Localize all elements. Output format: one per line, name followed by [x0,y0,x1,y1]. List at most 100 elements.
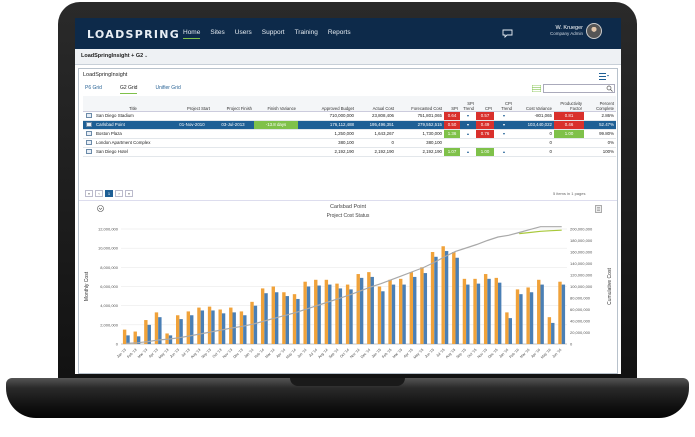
cell-spi-trend: ▼ [460,111,476,121]
logo[interactable]: LOADSPRING [84,26,179,42]
cell-title: London Apartment Complex [94,138,172,148]
cell-start [172,129,212,139]
bar-blue [434,256,438,344]
user-info[interactable]: W. Krueger Company Admin [533,25,583,36]
cell-pct: 0% [584,138,616,148]
column-header[interactable]: SPI [444,96,460,112]
grid-tabs: P6 Grid G2 Grid Unifier Grid [85,85,181,94]
avatar[interactable] [586,23,602,39]
bar-orange [144,320,148,344]
cell-prod [554,138,584,148]
column-header[interactable]: Percent Complete [584,96,616,112]
column-header[interactable]: Approved Budget [298,96,356,112]
cell-prod: 0.81 [554,111,584,121]
cell-finish [212,138,254,148]
laptop-notch [290,378,405,386]
y2-tick-label: 100,000,000 [570,284,593,289]
cell-cpi: 1.00 [476,147,494,157]
cell-variance: -13.8 days [254,120,298,130]
main-nav: Home Sites Users Support Training Reports [183,29,351,39]
nav-item-training[interactable]: Training [294,29,318,36]
x-tick-label: Jan '13 [116,348,127,359]
pager-button[interactable]: 1 [105,190,113,197]
cell-spi: 0.64 [444,111,460,121]
tab-p6-grid[interactable]: P6 Grid [85,85,102,91]
bar-blue [359,277,364,344]
tab-unifier-grid[interactable]: Unifier Grid [155,85,181,91]
column-header[interactable] [83,96,94,112]
y2-tick-label: 140,000,000 [570,261,593,266]
nav-item-support[interactable]: Support [261,29,285,36]
table-row[interactable]: San Diego Stadium 710,000,000 23,808,406 75… [83,111,616,121]
cell-actual: 23,808,406 [356,111,396,121]
pager-button[interactable]: › [115,190,123,197]
cell-pct: 99.80% [584,129,616,139]
nav-item-sites[interactable]: Sites [210,29,225,36]
column-header[interactable]: Productivity Factor [554,96,584,112]
column-header[interactable]: CPI Trend [494,96,514,112]
y2-tick-label: 20,000,000 [570,330,591,335]
x-tick-label: Aug '13 [190,348,201,359]
y2-tick-label: 120,000,000 [570,273,593,278]
x-tick-label: May '13 [158,348,170,360]
menu-icon[interactable] [599,73,609,80]
cell-forecast: 380,100 [396,138,444,148]
table-row[interactable]: Boston Plaza 1,250,000 1,643,267 1,730,000 1… [83,129,616,139]
row-icon-cell[interactable] [83,147,94,157]
logo-text: LOADSPRING [87,27,181,41]
column-header[interactable]: Cost Variance [514,96,554,112]
row-icon-cell[interactable] [83,129,94,139]
table-row[interactable]: London Apartment Complex 380,100 0 380,100 0… [83,138,616,148]
cell-variance [254,147,298,157]
table-row[interactable]: Carlsbad Point 01-Nov-2010 03-Jul-2013 -13.… [83,120,616,130]
nav-item-users[interactable]: Users [234,29,252,36]
pager-button[interactable]: « [85,190,93,197]
bar-blue [551,322,555,344]
bar-orange [239,311,244,344]
search-input[interactable] [543,84,615,93]
x-tick-label: Nov '15 [477,348,488,359]
pager-button[interactable]: » [125,190,133,197]
cell-cost-var: 0 [514,138,554,148]
row-icon-cell[interactable] [83,120,94,130]
table-row[interactable]: San Diego Hotel 2,192,190 2,192,190 2,192,1… [83,147,616,157]
bar-blue [147,324,151,344]
grid-view-icon[interactable] [532,85,541,92]
nav-item-reports[interactable]: Reports [327,29,351,36]
column-header[interactable]: Finish Variance [254,96,298,112]
bar-blue [508,318,512,344]
bar-orange [260,288,265,344]
bar-blue [253,305,258,344]
collapse-icon[interactable] [97,205,104,212]
bar-orange [314,279,318,344]
column-header[interactable]: SPI Trend [460,96,476,112]
column-header[interactable]: Project Finish [212,96,254,112]
cell-cpi-trend: ▲ [494,147,514,157]
bar-orange [282,292,286,344]
tab-g2-grid[interactable]: G2 Grid [119,85,138,94]
bar-orange [271,286,275,344]
search-icon[interactable] [606,85,613,92]
row-icon-cell[interactable] [83,111,94,121]
chat-icon[interactable] [502,29,513,38]
export-icon[interactable] [595,205,602,213]
column-header[interactable]: Project Start [172,96,212,112]
x-tick-label: Jun '14 [297,348,308,359]
column-header[interactable]: Actual Cost [356,96,396,112]
x-tick-label: Jan '14 [243,348,254,359]
bar-blue [455,257,459,344]
bar-orange [324,279,329,344]
bar-blue [264,293,268,344]
bar-blue [349,289,353,344]
x-tick-label: Oct '13 [212,348,223,359]
row-icon-cell[interactable] [83,138,94,148]
x-tick-label: Mar '15 [392,348,403,359]
chevron-down-icon[interactable]: ⌄ [144,53,149,59]
column-header[interactable]: CPI [476,96,494,112]
column-header[interactable]: Title [94,96,172,112]
nav-item-home[interactable]: Home [183,29,201,39]
column-header[interactable]: Forecasted Cost [396,96,444,112]
bar-blue [168,335,173,344]
pager-button[interactable]: ‹ [95,190,103,197]
bar-blue [519,294,523,344]
